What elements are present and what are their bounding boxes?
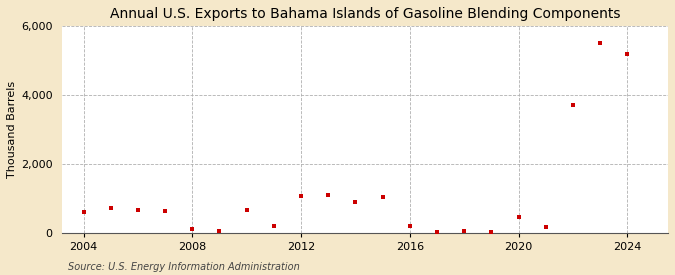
Point [622,52,632,56]
Point [78,210,89,214]
Y-axis label: Thousand Barrels: Thousand Barrels [7,81,17,178]
Point [540,225,551,230]
Point [323,192,333,197]
Point [269,224,279,228]
Point [241,208,252,212]
Point [296,194,306,199]
Point [132,208,143,212]
Point [568,103,578,108]
Point [595,41,605,46]
Point [404,224,415,228]
Point [513,215,524,219]
Point [459,229,470,234]
Text: Source: U.S. Energy Information Administration: Source: U.S. Energy Information Administ… [68,262,299,272]
Point [350,200,361,205]
Title: Annual U.S. Exports to Bahama Islands of Gasoline Blending Components: Annual U.S. Exports to Bahama Islands of… [109,7,620,21]
Point [431,230,442,234]
Point [377,195,388,199]
Point [160,208,171,213]
Point [187,227,198,231]
Point [214,229,225,233]
Point [105,206,116,211]
Point [486,230,497,234]
